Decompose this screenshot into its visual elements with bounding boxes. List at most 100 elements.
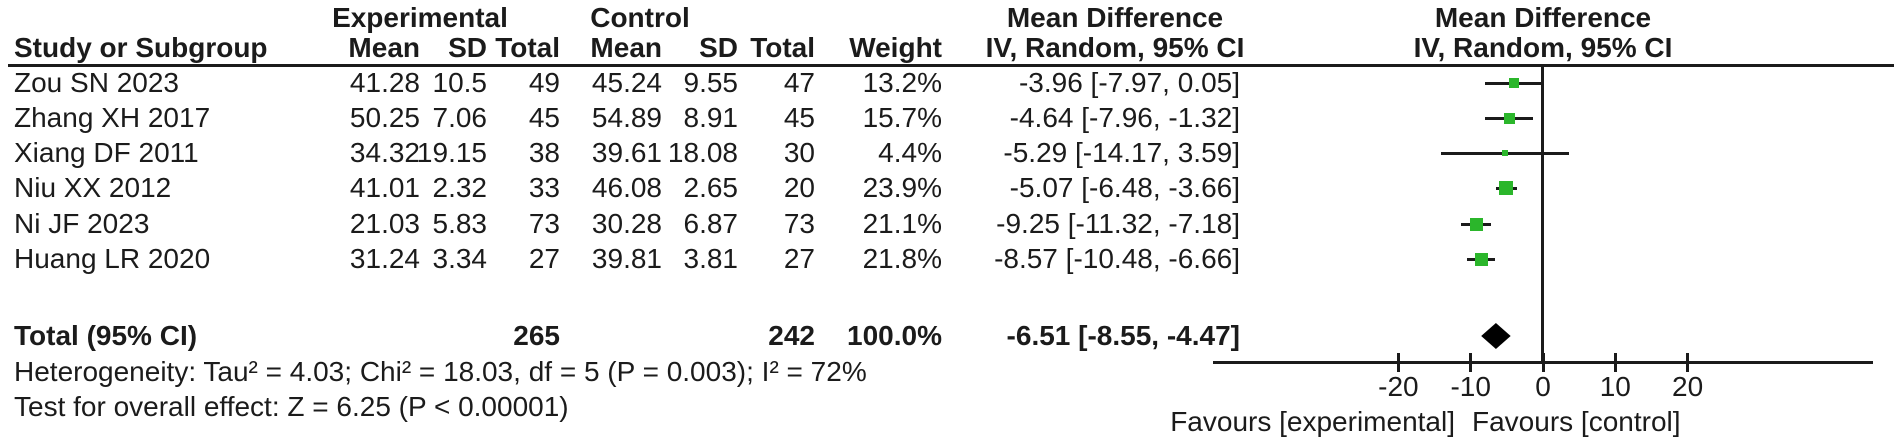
weight: 13.2%: [862, 67, 942, 98]
mean-ctrl: 45.24: [591, 67, 662, 98]
axis-tick: [1396, 353, 1400, 372]
column-header-mean-ctrl: Mean: [590, 32, 662, 63]
effect-square: [1501, 150, 1508, 156]
favours-control-label: Favours [control]: [1472, 406, 1681, 437]
sd-exp: 2.32: [432, 172, 488, 203]
sd-exp: 3.34: [432, 243, 488, 274]
total-exp: 33: [528, 172, 560, 203]
group-header-experimental: Experimental: [332, 2, 508, 33]
total-weight: 100.0%: [847, 320, 942, 351]
column-header-method: IV, Random, 95% CI: [985, 32, 1245, 63]
sd-exp: 5.83: [432, 208, 488, 239]
weight: 21.8%: [862, 243, 942, 274]
effect-square: [1499, 181, 1514, 195]
plot-header-method: IV, Random, 95% CI: [1413, 32, 1673, 63]
study-row: Zhang XH 2017 50.25 7.06 45 54.89 8.91 4…: [0, 103, 1902, 133]
column-header-sd-exp: SD: [448, 32, 487, 63]
ci-text: -3.96 [-7.97, 0.05]: [1018, 67, 1240, 98]
ci-text: -9.25 [-11.32, -7.18]: [996, 208, 1240, 239]
axis-tick: [1686, 353, 1690, 372]
mean-ctrl: 30.28: [591, 208, 662, 239]
heterogeneity-text: Heterogeneity: Tau² = 4.03; Chi² = 18.03…: [14, 356, 867, 387]
column-header-mean-difference: Mean Difference: [1006, 2, 1224, 33]
effect-square: [1474, 252, 1488, 266]
mean-exp: 41.01: [349, 172, 420, 203]
total-ctrl: 242: [768, 320, 815, 351]
mean-ctrl: 46.08: [591, 172, 662, 203]
mean-ctrl: 39.81: [591, 243, 662, 274]
study-name: Ni JF 2023: [14, 208, 150, 239]
mean-ctrl: 54.89: [591, 102, 662, 133]
favours-experimental-label: Favours [experimental]: [1170, 406, 1455, 437]
total-exp: 45: [528, 102, 560, 133]
overall-effect-text: Test for overall effect: Z = 6.25 (P < 0…: [14, 391, 569, 422]
heterogeneity-row: Heterogeneity: Tau² = 4.03; Chi² = 18.03…: [0, 357, 1902, 387]
study-name: Zhang XH 2017: [14, 102, 211, 133]
total-ctrl: 45: [783, 102, 815, 133]
ci-text: -8.57 [-10.48, -6.66]: [994, 243, 1240, 274]
effect-square: [1509, 78, 1520, 88]
group-header-row: Experimental Control Mean Difference Mea…: [0, 3, 1902, 33]
study-name: Zou SN 2023: [14, 67, 179, 98]
study-row: Ni JF 2023 21.03 5.83 73 30.28 6.87 73 2…: [0, 209, 1902, 239]
total-ci-text: -6.51 [-8.55, -4.47]: [1006, 320, 1240, 351]
axis-tick: [1613, 353, 1617, 372]
sd-ctrl: 18.08: [667, 137, 738, 168]
sd-ctrl: 3.81: [683, 243, 739, 274]
total-exp: 49: [528, 67, 560, 98]
column-header-row: Study or Subgroup Mean SD Total Mean SD …: [0, 33, 1902, 63]
sd-ctrl: 2.65: [683, 172, 739, 203]
effect-square: [1503, 112, 1515, 124]
mean-exp: 21.03: [349, 208, 420, 239]
total-label: Total (95% CI): [14, 320, 198, 351]
study-row: Huang LR 2020 31.24 3.34 27 39.81 3.81 2…: [0, 244, 1902, 274]
total-exp: 265: [513, 320, 560, 351]
mean-ctrl: 39.61: [591, 137, 662, 168]
column-header-study: Study or Subgroup: [14, 32, 268, 63]
weight: 21.1%: [862, 208, 942, 239]
ci-text: -4.64 [-7.96, -1.32]: [1009, 102, 1240, 133]
sd-ctrl: 9.55: [683, 67, 739, 98]
axis-tick: [1469, 353, 1473, 372]
total-ctrl: 47: [783, 67, 815, 98]
weight: 23.9%: [862, 172, 942, 203]
column-header-total-exp: Total: [495, 32, 560, 63]
axis-tick-label: -20: [1378, 371, 1419, 402]
study-name: Huang LR 2020: [14, 243, 211, 274]
mean-exp: 41.28: [349, 67, 420, 98]
effect-square: [1469, 217, 1483, 231]
sd-ctrl: 6.87: [683, 208, 739, 239]
column-header-total-ctrl: Total: [750, 32, 815, 63]
study-name: Niu XX 2012: [14, 172, 172, 203]
total-exp: 38: [528, 137, 560, 168]
overall-effect-row: Test for overall effect: Z = 6.25 (P < 0…: [0, 392, 1902, 422]
study-row: Niu XX 2012 41.01 2.32 33 46.08 2.65 20 …: [0, 173, 1902, 203]
study-row: Xiang DF 2011 34.32 19.15 38 39.61 18.08…: [0, 138, 1902, 168]
mean-exp: 50.25: [349, 102, 420, 133]
total-exp: 73: [528, 208, 560, 239]
mean-exp: 31.24: [349, 243, 420, 274]
group-header-control: Control: [590, 2, 690, 33]
zero-line: [1541, 67, 1544, 363]
study-name: Xiang DF 2011: [14, 137, 199, 168]
total-ctrl: 30: [783, 137, 815, 168]
sd-exp: 10.5: [432, 67, 488, 98]
study-row: Zou SN 2023 41.28 10.5 49 45.24 9.55 47 …: [0, 68, 1902, 98]
total-ctrl: 27: [783, 243, 815, 274]
column-header-weight: Weight: [849, 32, 942, 63]
total-ctrl: 20: [783, 172, 815, 203]
total-row: Total (95% CI) 265 242 100.0% -6.51 [-8.…: [0, 321, 1902, 351]
ci-text: -5.07 [-6.48, -3.66]: [1009, 172, 1240, 203]
mean-exp: 34.32: [349, 137, 420, 168]
column-header-mean-exp: Mean: [348, 32, 420, 63]
weight: 4.4%: [878, 137, 942, 168]
header-divider: [8, 64, 1894, 67]
weight: 15.7%: [862, 102, 942, 133]
axis-tick-label: 0: [1535, 371, 1551, 402]
total-exp: 27: [528, 243, 560, 274]
axis-tick-label: 10: [1599, 371, 1631, 402]
total-ctrl: 73: [783, 208, 815, 239]
ci-text: -5.29 [-14.17, 3.59]: [1003, 137, 1240, 168]
column-header-sd-ctrl: SD: [699, 32, 738, 63]
